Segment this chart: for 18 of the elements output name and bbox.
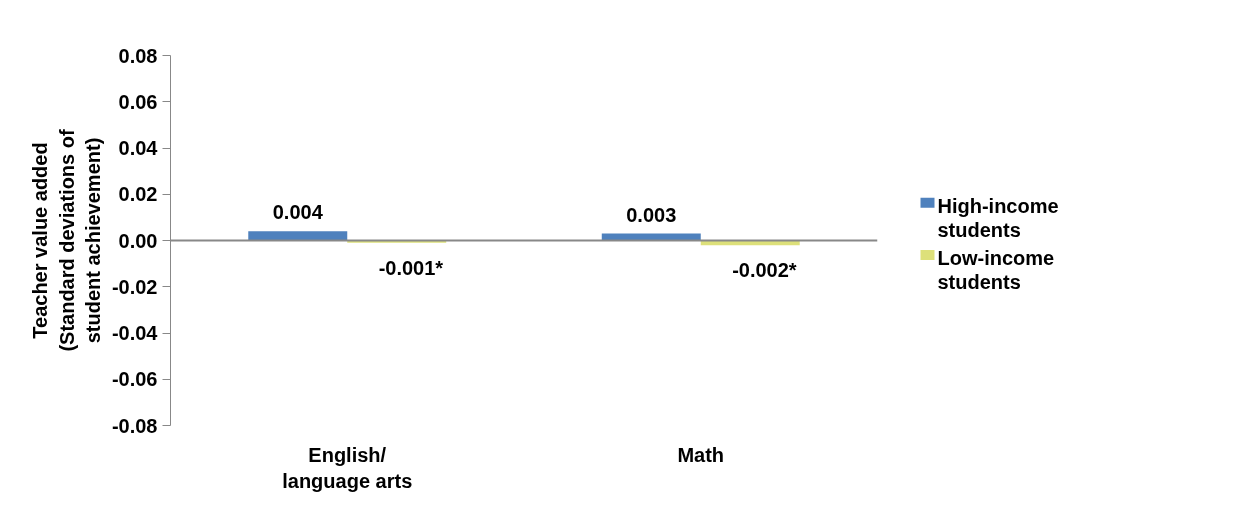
legend-label: Low-income students	[937, 247, 1055, 294]
y-tick-label: -0.08	[111, 414, 158, 437]
data-label: 0.003	[626, 203, 677, 226]
x-tick-label: English/ language arts	[282, 443, 413, 492]
y-tick-label: -0.06	[111, 368, 158, 391]
data-label: 0.004	[272, 201, 324, 224]
y-axis-title: Teacher value added (Standard deviations of student achievement)	[29, 129, 104, 352]
y-tick-label: -0.02	[111, 275, 158, 298]
y-tick-label: 0.06	[118, 90, 158, 113]
legend-label: High-income students	[937, 194, 1059, 241]
data-label: -0.001*	[378, 256, 444, 279]
y-tick-label: 0.08	[118, 44, 158, 67]
y-tick-label: 0.00	[118, 229, 158, 252]
y-tick-label: 0.02	[118, 183, 158, 206]
data-label: -0.002*	[732, 259, 797, 282]
y-tick-label: 0.04	[118, 137, 159, 159]
x-tick-label: Math	[677, 443, 725, 466]
y-tick-label: -0.04	[111, 322, 159, 344]
